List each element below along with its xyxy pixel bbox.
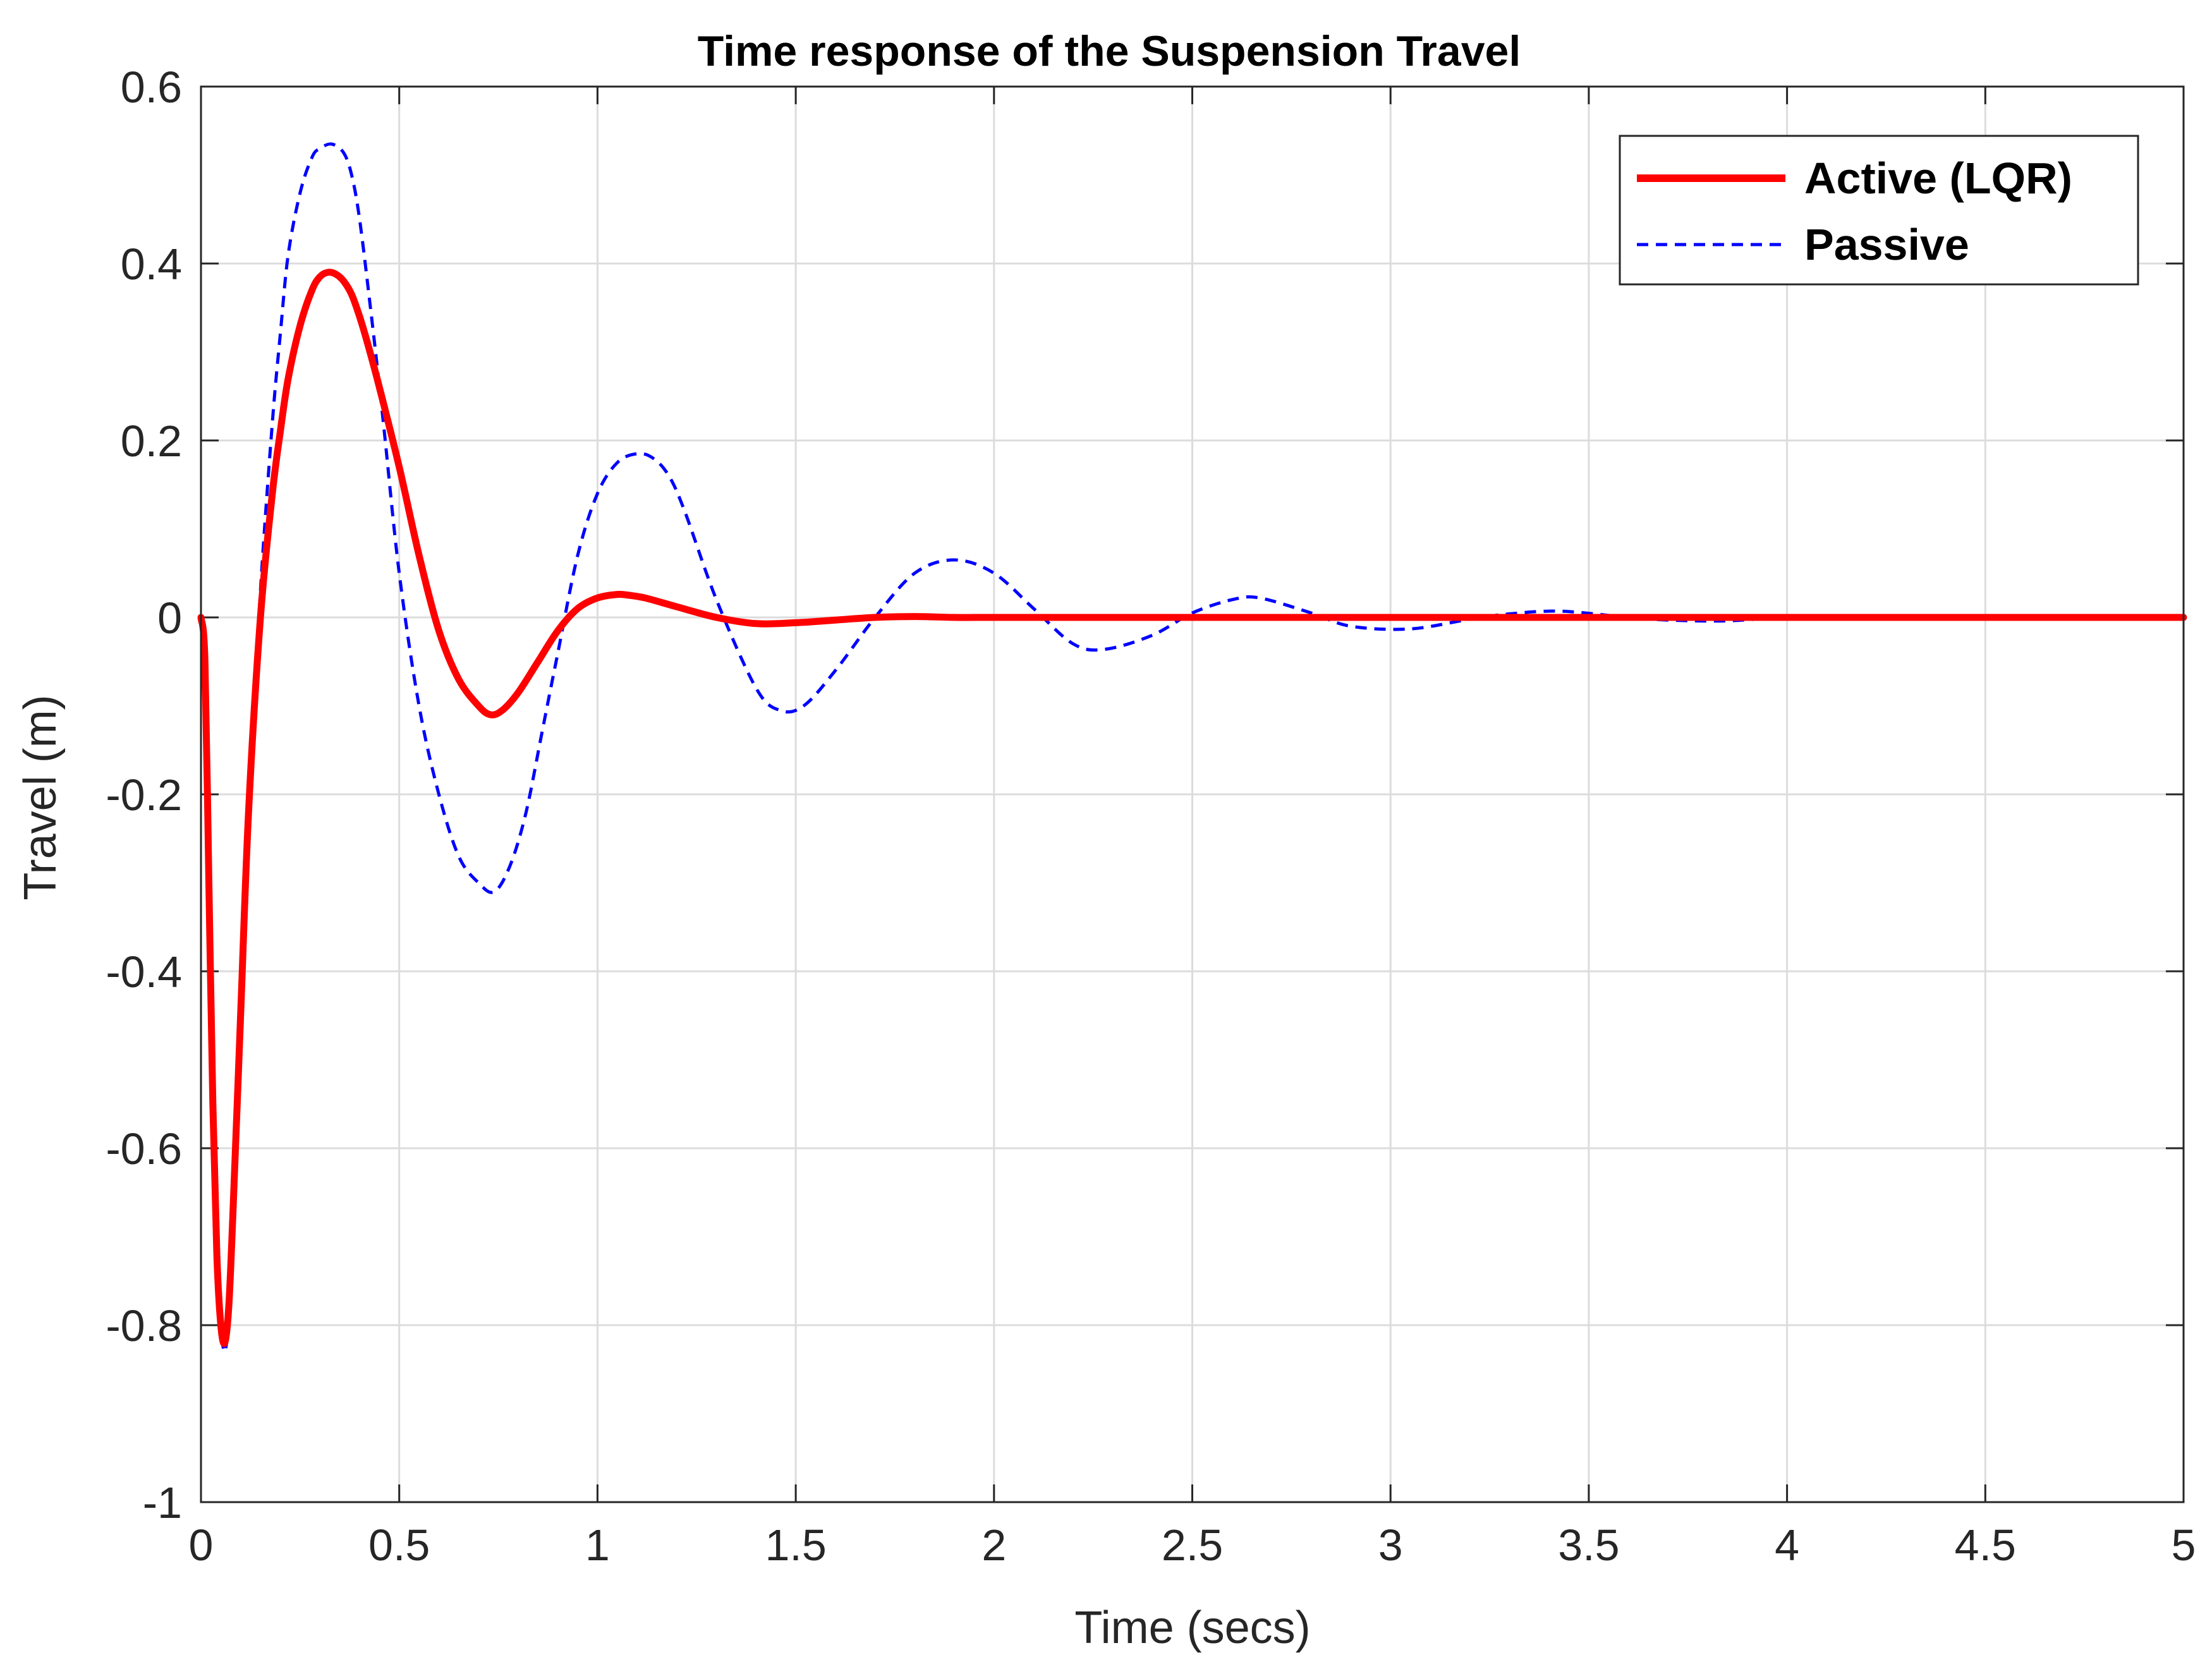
x-tick-label: 5	[2172, 1520, 2196, 1570]
y-tick-label: 0.6	[121, 63, 182, 112]
y-tick-label: 0	[157, 593, 182, 643]
y-tick-label: 0.4	[121, 240, 182, 289]
x-tick-label: 2	[981, 1520, 1006, 1570]
x-tick-label: 3	[1378, 1520, 1403, 1570]
x-tick-label: 4	[1775, 1520, 1799, 1570]
y-tick-label: -1	[143, 1478, 182, 1527]
x-tick-label: 0	[189, 1520, 214, 1570]
legend-label-passive: Passive	[1804, 220, 1969, 269]
series-lines	[197, 142, 2187, 1354]
chart-title: Time response of the Suspension Travel	[698, 27, 1521, 75]
plot-frame	[200, 85, 2185, 1503]
x-tick-label: 0.5	[368, 1520, 430, 1570]
x-tick-labels: 0 0.5 1 1.5 2 2.5 3 3.5 4 4.5 5	[189, 1520, 2196, 1570]
y-tick-label: -0.8	[106, 1301, 182, 1350]
series-line-active-lqr	[197, 269, 2187, 1347]
y-tick-label: -0.2	[106, 770, 182, 820]
y-tick-label: 0.2	[121, 416, 182, 466]
x-axis-label: Time (secs)	[1074, 1603, 1310, 1653]
x-tick-label: 1	[585, 1520, 610, 1570]
y-tick-labels: -1 -0.8 -0.6 -0.4 -0.2 0 0.2 0.4 0.6	[106, 63, 182, 1527]
x-tick-label: 3.5	[1558, 1520, 1619, 1570]
legend: Active (LQR) Passive	[1619, 135, 2139, 286]
legend-box	[1619, 135, 2139, 286]
y-axis-label: Travel (m)	[15, 695, 66, 900]
x-tick-label: 2.5	[1162, 1520, 1223, 1570]
x-tick-label: 1.5	[765, 1520, 826, 1570]
y-tick-label: -0.4	[106, 947, 182, 997]
legend-label-active: Active (LQR)	[1804, 154, 2072, 203]
x-tick-label: 4.5	[1955, 1520, 2016, 1570]
y-tick-label: -0.6	[106, 1124, 182, 1174]
